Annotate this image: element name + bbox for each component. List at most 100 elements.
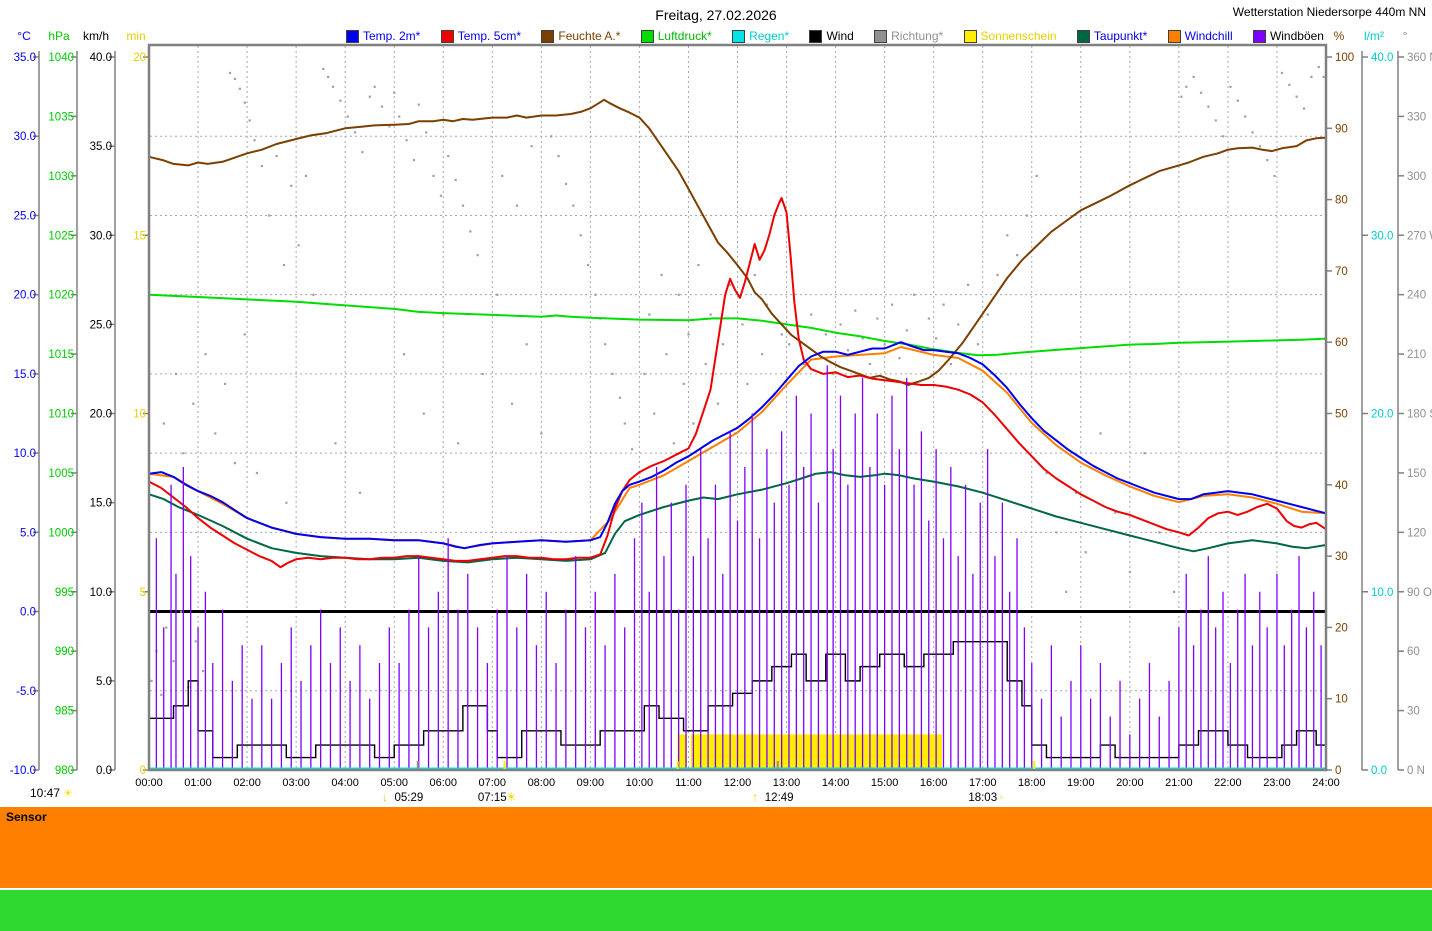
axis-title-kmh: km/h — [83, 29, 109, 43]
astro-marker-05-29: 05:29 — [395, 792, 424, 804]
series-luftdruck — [148, 293, 1327, 357]
svg-text:30: 30 — [1407, 706, 1420, 718]
svg-text:1025: 1025 — [48, 230, 74, 242]
svg-text:20: 20 — [133, 52, 146, 64]
svg-text:0.0: 0.0 — [1371, 765, 1387, 777]
sunrise-sun-icon: ☀ — [506, 790, 517, 804]
svg-text:180 S: 180 S — [1407, 409, 1432, 421]
svg-text:25.0: 25.0 — [90, 319, 112, 331]
svg-text:20:00: 20:00 — [1116, 777, 1144, 789]
svg-text:60: 60 — [1407, 646, 1420, 658]
legend-item-luftdruck: Luftdruck* — [640, 29, 712, 43]
series-windb-en — [148, 365, 1322, 769]
svg-text:06:00: 06:00 — [429, 777, 457, 789]
svg-text:270 W: 270 W — [1407, 230, 1432, 242]
legend-item-temp-2m: Temp. 2m* — [346, 29, 420, 43]
stats-header-sensor: Sensor — [6, 810, 47, 824]
legend-label: Taupunkt* — [1093, 29, 1148, 43]
svg-text:330: 330 — [1407, 111, 1426, 123]
svg-text:40: 40 — [1335, 480, 1348, 492]
sensor-stats-panel: Sensor — [0, 805, 1432, 888]
svg-text:0.0: 0.0 — [20, 607, 36, 619]
svg-text:1000: 1000 — [48, 527, 74, 539]
axis-kmh: km/h 40.0 35.0 30.0 25.0 20.0 15.0 10.0 5.0 0.0 — [83, 29, 116, 777]
svg-text:05:00: 05:00 — [380, 777, 408, 789]
legend-color-swatch-taupunkt — [1076, 29, 1090, 43]
chart-legend: Temp. 2m* Temp. 5cm* Feuchte A.* Luftdruck*… — [346, 29, 1324, 43]
horizontal-gridlines — [150, 135, 1325, 692]
legend-label: Temp. 2m* — [363, 29, 421, 43]
svg-text:-10.0: -10.0 — [10, 765, 36, 777]
svg-text:11:00: 11:00 — [675, 777, 702, 789]
svg-text:19:00: 19:00 — [1067, 777, 1095, 789]
svg-text:1015: 1015 — [48, 349, 74, 361]
svg-text:1040: 1040 — [48, 52, 74, 64]
svg-text:50: 50 — [1335, 409, 1348, 421]
moonrise-arrow-up-icon: ↑ — [752, 790, 758, 804]
svg-text:70: 70 — [1335, 266, 1348, 278]
axis-title-deg: ° — [1403, 29, 1408, 43]
plot-frame — [147, 43, 1328, 772]
legend-item-temp-5cm: Temp. 5cm* — [440, 29, 521, 43]
svg-text:10.0: 10.0 — [14, 448, 36, 460]
legend-item-richtung: Richtung* — [874, 29, 943, 43]
svg-text:10: 10 — [133, 409, 146, 421]
svg-text:21:00: 21:00 — [1165, 777, 1193, 789]
series-feuchte-a — [148, 98, 1327, 386]
svg-text:20.0: 20.0 — [90, 409, 112, 421]
svg-text:1010: 1010 — [48, 409, 74, 421]
legend-color-swatch-windb-en — [1252, 29, 1266, 43]
svg-text:990: 990 — [55, 646, 74, 658]
svg-text:1005: 1005 — [48, 468, 74, 480]
axis-lm2: l/m² 40.0 30.0 20.0 10.0 0.0 — [1361, 29, 1393, 777]
svg-text:5.0: 5.0 — [20, 527, 36, 539]
svg-text:210: 210 — [1407, 349, 1426, 361]
svg-text:995: 995 — [55, 587, 74, 599]
svg-text:12:00: 12:00 — [724, 777, 752, 789]
svg-text:30: 30 — [1335, 551, 1348, 563]
vertical-gridlines — [197, 46, 1278, 769]
axis-title-min: min — [126, 29, 145, 43]
svg-text:-5.0: -5.0 — [16, 686, 36, 698]
svg-text:35.0: 35.0 — [90, 141, 112, 153]
legend-label: Windchill — [1184, 29, 1233, 43]
svg-text:60: 60 — [1335, 337, 1348, 349]
sunshine-start-value: 10:47 — [30, 786, 61, 800]
svg-text:13:00: 13:00 — [773, 777, 801, 789]
astro-marker-12-49: 12:49 — [765, 792, 794, 804]
svg-text:0: 0 — [140, 765, 146, 777]
svg-text:04:00: 04:00 — [331, 777, 359, 789]
series-wind — [149, 640, 1326, 759]
svg-text:10: 10 — [1335, 694, 1348, 706]
legend-color-swatch-temp-2m — [346, 29, 359, 43]
svg-text:15.0: 15.0 — [90, 498, 112, 510]
current-weather-status-bar — [0, 888, 1432, 931]
svg-text:120: 120 — [1407, 527, 1426, 539]
legend-label: Regen* — [749, 29, 790, 43]
svg-text:0 N: 0 N — [1407, 765, 1425, 777]
svg-text:22:00: 22:00 — [1214, 777, 1242, 789]
svg-text:40.0: 40.0 — [90, 52, 112, 64]
svg-text:14:00: 14:00 — [822, 777, 850, 789]
svg-text:360 N: 360 N — [1407, 52, 1432, 64]
astro-markers: 05:29 ↓ 07:15 ☀ 12:49 ↑ 18:03 ▫ — [382, 790, 1004, 804]
svg-text:1030: 1030 — [48, 171, 74, 183]
legend-color-swatch-regen — [732, 29, 746, 43]
svg-text:23:00: 23:00 — [1263, 777, 1291, 789]
svg-text:40.0: 40.0 — [1371, 52, 1393, 64]
legend-label: Wind — [826, 29, 854, 43]
svg-text:07:00: 07:00 — [479, 777, 507, 789]
svg-text:240: 240 — [1407, 290, 1426, 302]
sunset-square-icon: ▫ — [1000, 790, 1004, 804]
legend-label: Sonnenschein — [980, 29, 1057, 43]
svg-text:20.0: 20.0 — [14, 290, 36, 302]
legend-item-windchill: Windchill — [1167, 29, 1233, 43]
svg-text:02:00: 02:00 — [233, 777, 261, 789]
legend-label: Windböen — [1269, 29, 1324, 43]
svg-text:30.0: 30.0 — [14, 131, 36, 143]
svg-text:09:00: 09:00 — [577, 777, 605, 789]
sun-moon-axis-ticks — [416, 761, 1036, 769]
astro-marker-18-03: 18:03 — [968, 792, 997, 804]
svg-text:25.0: 25.0 — [14, 210, 36, 222]
legend-item-regen: Regen* — [732, 29, 789, 43]
